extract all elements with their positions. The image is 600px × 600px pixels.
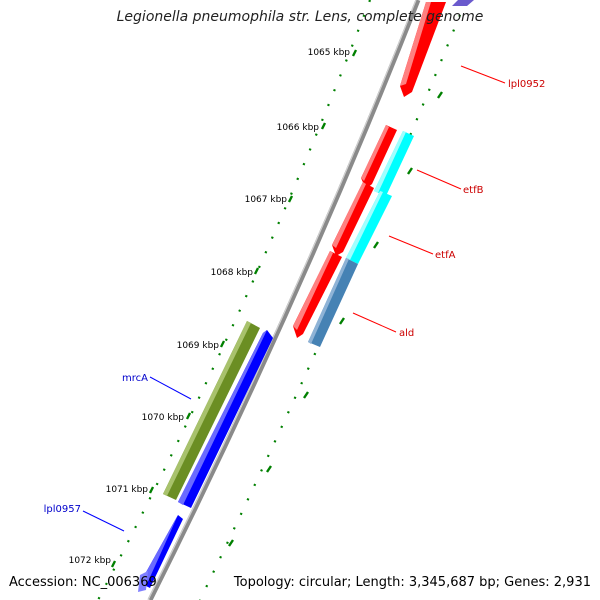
gene-feature-red-2[interactable] xyxy=(332,182,374,256)
gene-label-ald: ald xyxy=(399,328,414,339)
gene-feature-red-1[interactable] xyxy=(361,125,397,189)
gene-feature-ald[interactable] xyxy=(308,258,358,347)
tick-label: 1070 kbp xyxy=(142,413,185,423)
tick-label: 1068 kbp xyxy=(211,268,254,278)
tick-label: 1072 kbp xyxy=(69,556,112,566)
gene-feature-lpl0957[interactable] xyxy=(140,515,183,588)
gene-feature-red-3[interactable] xyxy=(293,251,342,338)
gene-label-mrcA: mrcA xyxy=(122,373,148,384)
genome-backbone xyxy=(147,0,421,600)
tick-label: 1067 kbp xyxy=(245,195,288,205)
gene-feature-blue-1[interactable] xyxy=(178,330,273,508)
gene-label-etfA: etfA xyxy=(435,250,456,261)
gene-feature-mrcA[interactable] xyxy=(163,321,260,500)
gene-feature-partial-top[interactable] xyxy=(452,0,474,6)
gene-feature-lpl0952[interactable] xyxy=(400,2,446,97)
accession-text: Accession: NC_006369 xyxy=(9,575,157,590)
label-leaders-reverse xyxy=(82,376,192,532)
tick-label: 1071 kbp xyxy=(106,485,149,495)
tick-label: 1066 kbp xyxy=(277,123,320,133)
genome-backbone-highlight xyxy=(147,0,417,600)
label-leaders-forward xyxy=(352,65,506,333)
gene-label-etfB: etfB xyxy=(463,185,484,196)
gene-feature-etfB[interactable] xyxy=(374,131,414,196)
gene-feature-partial-bottom[interactable] xyxy=(138,571,148,592)
gene-feature-etfA[interactable] xyxy=(346,191,392,264)
tick-label: 1069 kbp xyxy=(177,341,220,351)
gene-label-lpl0952: lpl0952 xyxy=(508,79,545,90)
page-title: Legionella pneumophila str. Lens, comple… xyxy=(116,9,484,25)
major-ticks-outer xyxy=(110,49,358,568)
gene-label-lpl0957: lpl0957 xyxy=(44,504,81,515)
major-ticks-inner xyxy=(228,91,443,547)
tick-label: 1065 kbp xyxy=(308,48,351,58)
genome-summary-text: Topology: circular; Length: 3,345,687 bp… xyxy=(233,575,591,590)
